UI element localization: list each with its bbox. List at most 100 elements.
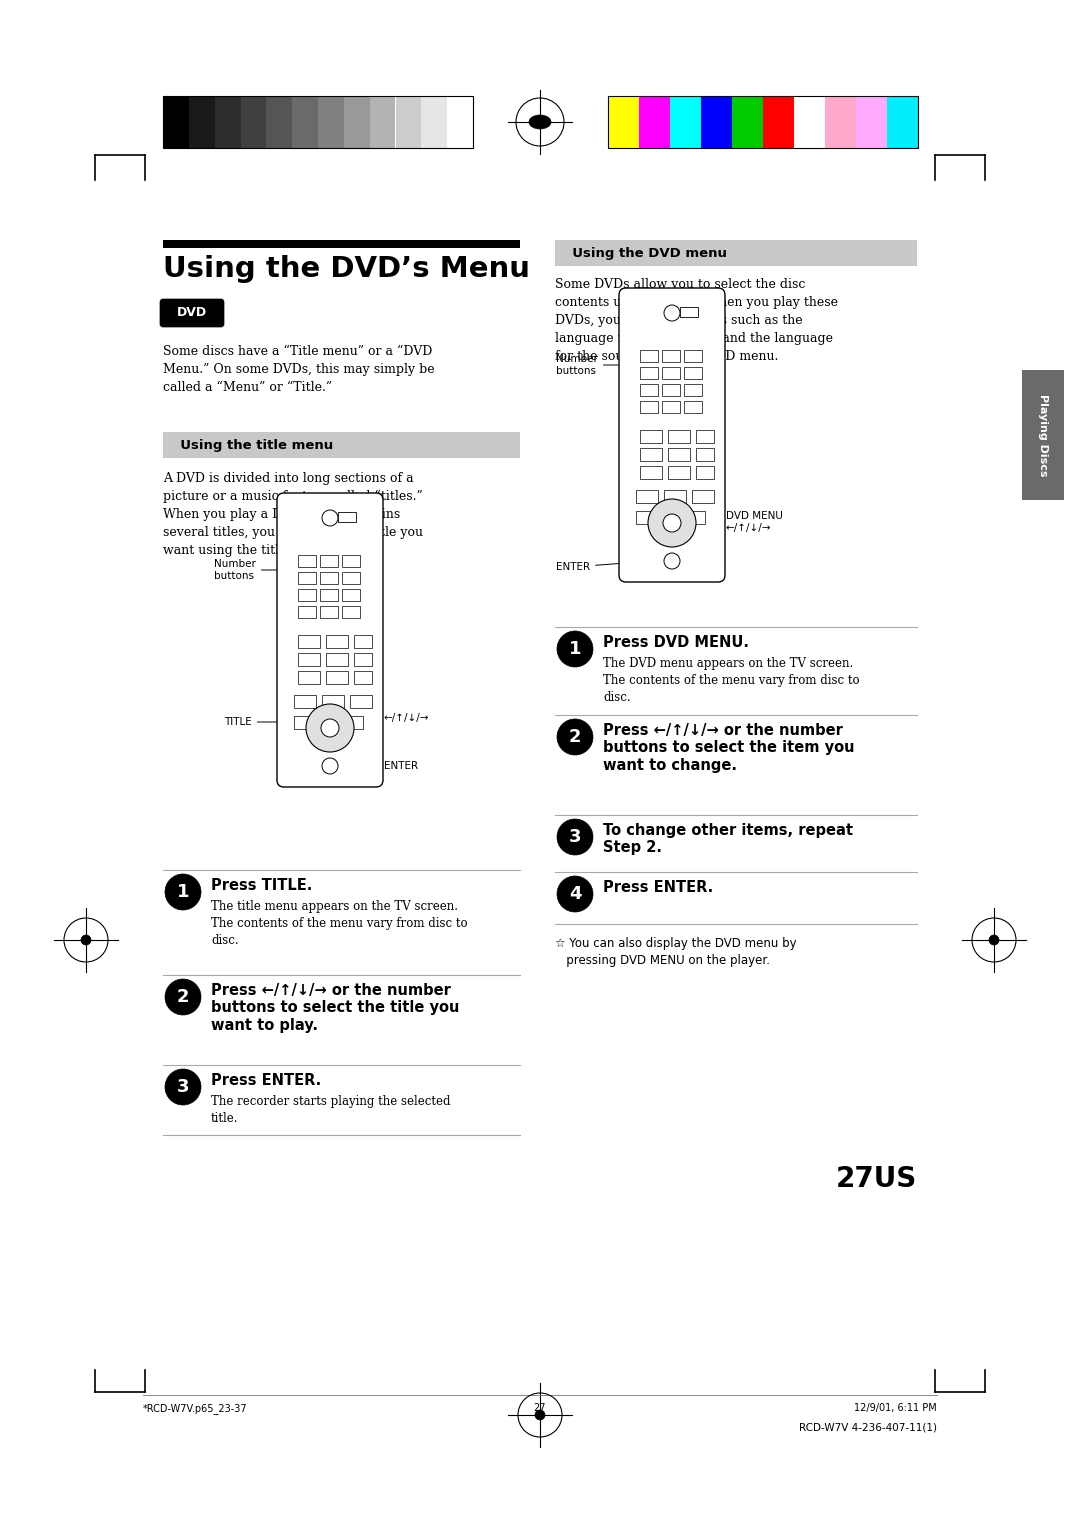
Bar bbox=[369, 96, 395, 148]
Bar bbox=[326, 652, 348, 666]
Text: Some DVDs allow you to select the disc
contents using a menu. When you play thes: Some DVDs allow you to select the disc c… bbox=[555, 278, 838, 364]
Bar bbox=[636, 490, 658, 503]
Bar bbox=[856, 96, 887, 148]
Text: DVD: DVD bbox=[177, 307, 207, 319]
Text: Some discs have a “Title menu” or a “DVD
Menu.” On some DVDs, this may simply be: Some discs have a “Title menu” or a “DVD… bbox=[163, 345, 434, 394]
Circle shape bbox=[664, 306, 680, 321]
Circle shape bbox=[663, 513, 681, 532]
Bar bbox=[215, 96, 241, 148]
Bar bbox=[343, 96, 369, 148]
Text: Press ENTER.: Press ENTER. bbox=[211, 1073, 321, 1088]
Circle shape bbox=[306, 704, 354, 752]
Text: RCD-W7V 4-236-407-11(1): RCD-W7V 4-236-407-11(1) bbox=[799, 1423, 937, 1433]
Bar bbox=[326, 671, 348, 685]
Bar bbox=[732, 96, 762, 148]
Bar bbox=[684, 400, 702, 413]
Bar bbox=[662, 367, 680, 379]
Text: 3: 3 bbox=[569, 828, 581, 847]
Bar bbox=[163, 240, 519, 248]
Bar bbox=[662, 384, 680, 396]
Text: ENTER: ENTER bbox=[556, 561, 649, 571]
Bar bbox=[696, 429, 714, 443]
Ellipse shape bbox=[529, 115, 551, 128]
Text: Using the DVD menu: Using the DVD menu bbox=[563, 246, 727, 260]
Bar bbox=[320, 607, 338, 617]
Circle shape bbox=[648, 500, 696, 547]
Bar bbox=[354, 652, 372, 666]
Bar bbox=[320, 571, 338, 584]
Circle shape bbox=[557, 876, 593, 912]
Text: 2: 2 bbox=[177, 989, 189, 1005]
Text: 12/9/01, 6:11 PM: 12/9/01, 6:11 PM bbox=[854, 1403, 937, 1413]
Bar bbox=[640, 367, 658, 379]
Circle shape bbox=[165, 1070, 201, 1105]
Text: ←/↑/↓/→: ←/↑/↓/→ bbox=[384, 714, 430, 723]
Bar bbox=[608, 96, 639, 148]
Text: Using the title menu: Using the title menu bbox=[171, 439, 334, 451]
Bar bbox=[298, 555, 316, 567]
Text: 27US: 27US bbox=[836, 1164, 917, 1193]
Circle shape bbox=[557, 631, 593, 668]
Bar bbox=[349, 717, 363, 729]
Bar bbox=[670, 96, 701, 148]
Circle shape bbox=[322, 510, 338, 526]
Bar bbox=[640, 400, 658, 413]
Text: 1: 1 bbox=[177, 883, 189, 902]
Bar bbox=[330, 717, 345, 729]
Text: Press TITLE.: Press TITLE. bbox=[211, 879, 312, 892]
Text: 4: 4 bbox=[569, 885, 581, 903]
Bar bbox=[298, 607, 316, 617]
Text: 27: 27 bbox=[534, 1403, 546, 1413]
Bar bbox=[684, 350, 702, 362]
Circle shape bbox=[557, 819, 593, 856]
Bar bbox=[338, 512, 356, 523]
Circle shape bbox=[165, 979, 201, 1015]
Bar bbox=[640, 466, 662, 478]
Bar bbox=[395, 96, 421, 148]
Text: Press DVD MENU.: Press DVD MENU. bbox=[603, 636, 750, 649]
Bar bbox=[669, 448, 690, 461]
Bar bbox=[669, 429, 690, 443]
Bar bbox=[298, 571, 316, 584]
Circle shape bbox=[535, 1410, 545, 1420]
Text: ☆ You can also display the DVD menu by
   pressing DVD MENU on the player.: ☆ You can also display the DVD menu by p… bbox=[555, 937, 797, 967]
Text: The recorder starts playing the selected
title.: The recorder starts playing the selected… bbox=[211, 1096, 450, 1125]
Bar bbox=[298, 652, 320, 666]
Text: 1: 1 bbox=[569, 640, 581, 659]
FancyBboxPatch shape bbox=[276, 494, 383, 787]
Text: Using the DVD’s Menu: Using the DVD’s Menu bbox=[163, 255, 530, 283]
Bar bbox=[762, 96, 794, 148]
Bar bbox=[794, 96, 825, 148]
Bar bbox=[354, 636, 372, 648]
Bar bbox=[662, 400, 680, 413]
Circle shape bbox=[81, 935, 91, 944]
Bar bbox=[636, 510, 666, 524]
Text: Press ENTER.: Press ENTER. bbox=[603, 880, 713, 895]
Bar bbox=[669, 466, 690, 478]
Text: To change other items, repeat
Step 2.: To change other items, repeat Step 2. bbox=[603, 824, 853, 856]
Bar bbox=[887, 96, 918, 148]
Bar bbox=[267, 96, 293, 148]
Bar bbox=[640, 384, 658, 396]
Bar bbox=[294, 717, 324, 729]
Text: Press ←/↑/↓/→ or the number
buttons to select the title you
want to play.: Press ←/↑/↓/→ or the number buttons to s… bbox=[211, 983, 459, 1033]
FancyBboxPatch shape bbox=[619, 287, 725, 582]
Bar bbox=[342, 555, 360, 567]
Bar bbox=[691, 510, 705, 524]
Bar bbox=[701, 96, 732, 148]
Text: 2: 2 bbox=[569, 727, 581, 746]
Bar bbox=[350, 695, 372, 707]
Text: ENTER: ENTER bbox=[333, 761, 418, 772]
Bar bbox=[664, 490, 686, 503]
Text: ←/↑/↓/→: ←/↑/↓/→ bbox=[726, 523, 771, 533]
Bar bbox=[318, 96, 343, 148]
Bar bbox=[447, 96, 473, 148]
Text: The title menu appears on the TV screen.
The contents of the menu vary from disc: The title menu appears on the TV screen.… bbox=[211, 900, 468, 947]
Text: The DVD menu appears on the TV screen.
The contents of the menu vary from disc t: The DVD menu appears on the TV screen. T… bbox=[603, 657, 860, 704]
Text: Number
buttons: Number buttons bbox=[214, 559, 301, 581]
Bar bbox=[320, 555, 338, 567]
Bar bbox=[421, 96, 447, 148]
Bar bbox=[696, 466, 714, 478]
Bar bbox=[298, 671, 320, 685]
Bar bbox=[639, 96, 670, 148]
